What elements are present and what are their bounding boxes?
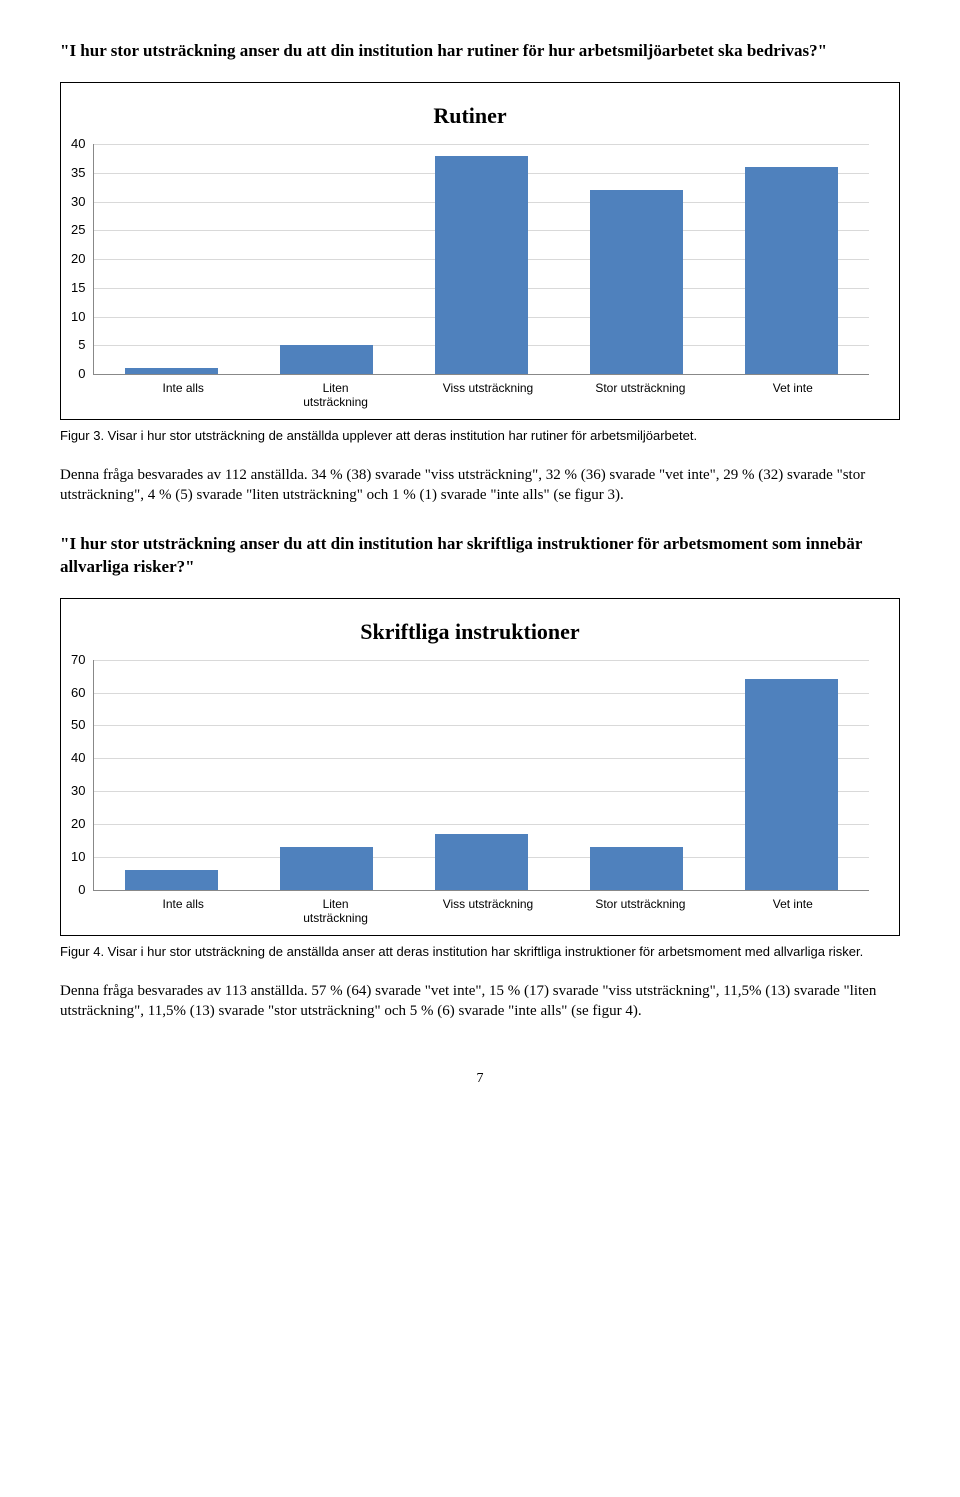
question-1: "I hur stor utsträckning anser du att di… bbox=[60, 40, 900, 62]
chart-1-plot bbox=[93, 144, 869, 375]
bar bbox=[125, 870, 218, 890]
figure-4-caption: Figur 4. Visar i hur stor utsträckning d… bbox=[60, 944, 900, 961]
x-label: Vet inte bbox=[747, 381, 838, 409]
chart-2-x-labels: Inte alls Liten utsträckning Viss utsträck… bbox=[107, 897, 869, 925]
bar bbox=[590, 190, 683, 374]
figure-3-caption: Figur 3. Visar i hur stor utsträckning d… bbox=[60, 428, 900, 445]
bar bbox=[435, 156, 528, 375]
bar bbox=[590, 847, 683, 890]
x-label: Liten utsträckning bbox=[290, 381, 381, 409]
bar bbox=[280, 345, 373, 374]
x-label: Vet inte bbox=[747, 897, 838, 925]
body-text-1: Denna fråga besvarades av 112 anställda.… bbox=[60, 465, 900, 506]
bar bbox=[125, 368, 218, 374]
chart-2-title: Skriftliga instruktioner bbox=[71, 619, 869, 645]
x-label: Liten utsträckning bbox=[290, 897, 381, 925]
page-number: 7 bbox=[60, 1071, 900, 1087]
x-label: Inte alls bbox=[137, 381, 228, 409]
body-text-2: Denna fråga besvarades av 113 anställda.… bbox=[60, 981, 900, 1022]
chart-1: Rutiner 4035302520151050 Inte alls Liten … bbox=[60, 82, 900, 420]
chart-2: Skriftliga instruktioner 706050403020100… bbox=[60, 598, 900, 936]
question-2: "I hur stor utsträckning anser du att di… bbox=[60, 533, 900, 577]
chart-1-x-labels: Inte alls Liten utsträckning Viss utsträck… bbox=[107, 381, 869, 409]
chart-2-y-axis: 706050403020100 bbox=[71, 660, 93, 890]
x-label: Stor utsträckning bbox=[595, 381, 686, 409]
chart-1-title: Rutiner bbox=[71, 103, 869, 129]
chart-2-plot bbox=[93, 660, 869, 891]
x-label: Stor utsträckning bbox=[595, 897, 686, 925]
chart-1-y-axis: 4035302520151050 bbox=[71, 144, 93, 374]
x-label: Viss utsträckning bbox=[442, 897, 533, 925]
x-label: Inte alls bbox=[137, 897, 228, 925]
x-label: Viss utsträckning bbox=[442, 381, 533, 409]
bar bbox=[280, 847, 373, 890]
bar bbox=[745, 167, 838, 374]
bar bbox=[745, 679, 838, 889]
bar bbox=[435, 834, 528, 890]
